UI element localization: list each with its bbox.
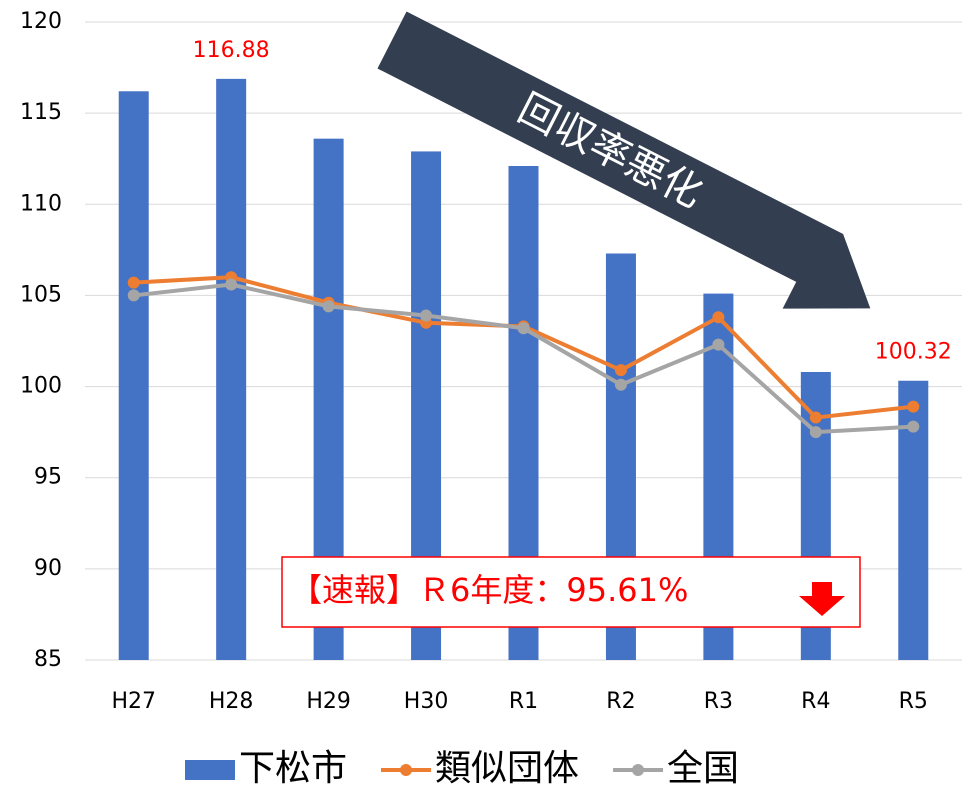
legend-label: 類似団体 (435, 748, 579, 785)
series-point (809, 426, 822, 439)
series-point (712, 311, 725, 324)
series-point (420, 309, 433, 322)
report-text: 【速報】Ｒ6年度：95.61% (290, 571, 688, 609)
series-point (127, 289, 140, 302)
x-tick-label: R2 (606, 689, 635, 714)
legend-swatch (185, 760, 235, 780)
series-point (809, 411, 822, 424)
report-box (281, 556, 861, 628)
series-point (127, 276, 140, 289)
x-tick-label: R3 (704, 689, 733, 714)
y-tick-label: 110 (20, 191, 62, 216)
legend-swatch (632, 764, 645, 776)
x-tick-label: R4 (801, 689, 830, 714)
y-tick-label: 115 (20, 100, 62, 125)
y-tick-label: 105 (20, 282, 62, 307)
data-label: 100.32 (875, 340, 952, 365)
y-tick-label: 100 (20, 374, 62, 399)
series-point (322, 300, 335, 313)
x-tick-label: H27 (111, 689, 156, 714)
series-point (907, 420, 920, 433)
bar (216, 78, 247, 660)
y-tick-label: 95 (34, 465, 62, 490)
series-point (907, 400, 920, 413)
x-tick-label: R1 (509, 689, 538, 714)
series-point (225, 278, 238, 291)
y-tick-label: 90 (34, 556, 62, 581)
legend-label: 下松市 (239, 748, 347, 785)
down-icon (799, 582, 845, 616)
data-label: 116.88 (193, 38, 270, 63)
series-point (614, 378, 627, 391)
series-point (614, 364, 627, 377)
series-point (712, 338, 725, 351)
legend-label: 全国 (667, 748, 739, 785)
y-tick-label: 85 (34, 647, 62, 672)
legend-swatch (400, 764, 413, 776)
bar (118, 91, 149, 661)
arrow-shape (377, 11, 871, 309)
x-tick-label: H30 (404, 689, 449, 714)
x-tick-label: R5 (899, 689, 928, 714)
series-point (517, 322, 530, 335)
y-tick-label: 120 (20, 9, 62, 34)
x-tick-label: H29 (306, 689, 351, 714)
x-tick-label: H28 (209, 689, 254, 714)
